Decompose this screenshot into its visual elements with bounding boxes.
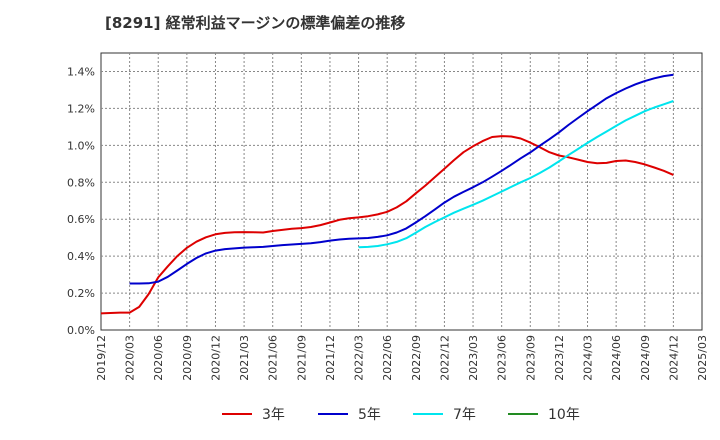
x-tick-label: 2025/03: [696, 335, 709, 381]
series-lines: [100, 73, 674, 315]
y-tick-label: 0.6%: [67, 213, 95, 226]
x-tick-label: 2019/12: [95, 335, 108, 381]
x-tick-label: 2023/03: [467, 335, 480, 381]
legend-label: 3年: [262, 407, 285, 423]
y-tick-label: 1.0%: [67, 139, 95, 152]
grid: [101, 53, 702, 330]
legend: 3年 5年 7年 10年: [222, 407, 580, 423]
y-tick-label: 1.2%: [67, 102, 95, 115]
x-tick-label: 2020/09: [181, 335, 194, 381]
x-tick-label: 2021/09: [295, 335, 308, 381]
x-tick-label: 2023/09: [524, 335, 537, 381]
x-tick-label: 2021/12: [324, 335, 337, 381]
x-tick-label: 2023/12: [553, 335, 566, 381]
legend-label: 10年: [548, 407, 580, 423]
y-tick-label: 0.4%: [67, 250, 95, 263]
x-tick-label: 2022/09: [410, 335, 423, 381]
chart-title: [8291] 経常利益マージンの標準偏差の推移: [105, 14, 406, 32]
y-tick-label: 0.2%: [67, 287, 95, 300]
legend-label: 7年: [453, 407, 476, 423]
y-tick-label: 0.8%: [67, 176, 95, 189]
x-tick-label: 2023/06: [496, 335, 509, 381]
x-tick-label: 2021/06: [267, 335, 280, 381]
y-tick-label: 0.0%: [67, 324, 95, 337]
x-tick-label: 2024/09: [639, 335, 652, 381]
legend-label: 5年: [358, 407, 381, 423]
y-tick-label: 1.4%: [67, 65, 95, 78]
series-line: [100, 135, 674, 315]
x-tick-label: 2024/06: [610, 335, 623, 381]
x-tick-label: 2024/03: [582, 335, 595, 381]
x-tick-label: 2020/06: [152, 335, 165, 381]
x-tick-label: 2022/03: [353, 335, 366, 381]
series-line: [129, 73, 674, 285]
x-tick-label: 2021/03: [238, 335, 251, 381]
x-tick-label: 2020/03: [124, 335, 137, 381]
x-tick-label: 2022/06: [381, 335, 394, 381]
series-line: [358, 100, 674, 249]
x-tick-label: 2020/12: [209, 335, 222, 381]
plot-area: [100, 52, 703, 331]
x-tick-label: 2022/12: [438, 335, 451, 381]
x-axis-ticks: 2019/12 2020/03 2020/06 2020/09 2020/12 2021/…: [95, 335, 709, 381]
x-tick-label: 2024/12: [667, 335, 680, 381]
y-axis-ticks: 0.0% 0.2% 0.4% 0.6% 0.8% 1.0% 1.2% 1.4%: [67, 65, 95, 337]
